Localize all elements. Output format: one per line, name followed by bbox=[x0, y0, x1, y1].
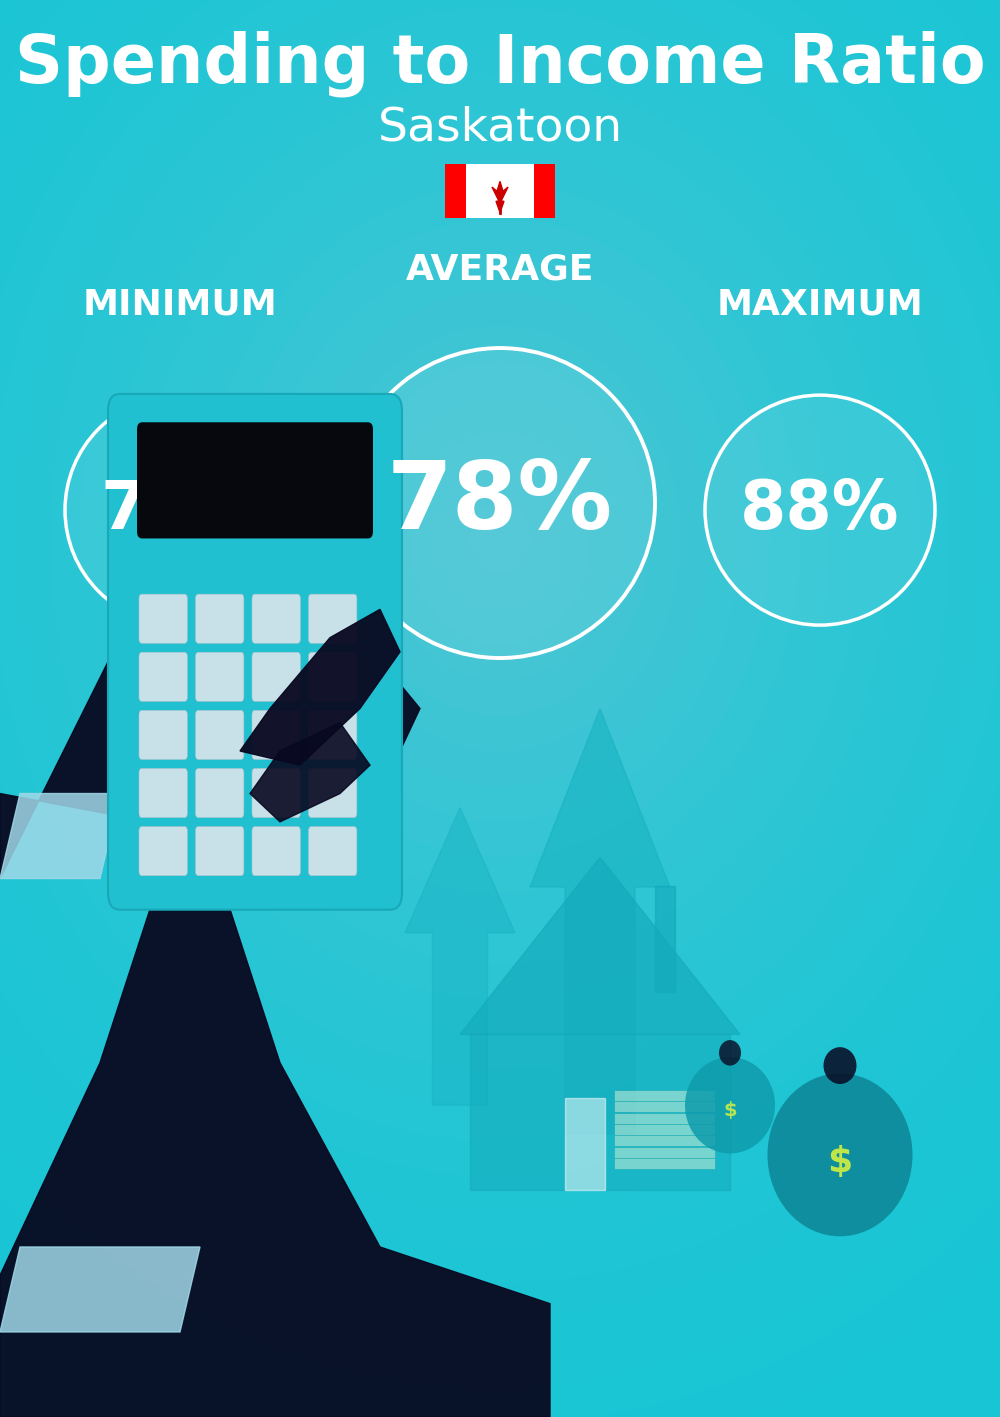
Polygon shape bbox=[655, 886, 675, 992]
Polygon shape bbox=[530, 708, 670, 1134]
FancyBboxPatch shape bbox=[139, 710, 187, 760]
Text: $: $ bbox=[723, 1101, 737, 1121]
FancyBboxPatch shape bbox=[308, 710, 357, 760]
FancyBboxPatch shape bbox=[137, 422, 373, 538]
FancyBboxPatch shape bbox=[445, 164, 466, 218]
Ellipse shape bbox=[719, 1040, 741, 1066]
FancyBboxPatch shape bbox=[308, 826, 357, 876]
Polygon shape bbox=[0, 794, 120, 879]
FancyBboxPatch shape bbox=[615, 1148, 715, 1158]
Text: Spending to Income Ratio: Spending to Income Ratio bbox=[15, 31, 985, 96]
FancyBboxPatch shape bbox=[615, 1159, 715, 1169]
Polygon shape bbox=[0, 595, 420, 879]
FancyBboxPatch shape bbox=[139, 652, 187, 701]
Polygon shape bbox=[0, 879, 550, 1417]
Text: MINIMUM: MINIMUM bbox=[83, 288, 277, 322]
Polygon shape bbox=[460, 857, 740, 1034]
FancyBboxPatch shape bbox=[615, 1114, 715, 1124]
Polygon shape bbox=[565, 1098, 605, 1190]
FancyBboxPatch shape bbox=[615, 1102, 715, 1112]
FancyBboxPatch shape bbox=[196, 652, 244, 701]
FancyBboxPatch shape bbox=[139, 826, 187, 876]
Text: MAXIMUM: MAXIMUM bbox=[717, 288, 923, 322]
Polygon shape bbox=[492, 181, 508, 213]
Polygon shape bbox=[0, 1247, 200, 1332]
FancyBboxPatch shape bbox=[308, 652, 357, 701]
FancyBboxPatch shape bbox=[615, 1091, 715, 1101]
FancyBboxPatch shape bbox=[196, 594, 244, 643]
Ellipse shape bbox=[685, 1057, 775, 1153]
Ellipse shape bbox=[345, 349, 655, 657]
Ellipse shape bbox=[824, 1047, 856, 1084]
Text: Saskatoon: Saskatoon bbox=[377, 105, 623, 150]
FancyBboxPatch shape bbox=[308, 768, 357, 818]
FancyBboxPatch shape bbox=[615, 1125, 715, 1135]
Ellipse shape bbox=[705, 395, 935, 625]
Polygon shape bbox=[405, 808, 515, 1105]
Text: 88%: 88% bbox=[740, 478, 900, 543]
FancyBboxPatch shape bbox=[308, 594, 357, 643]
Polygon shape bbox=[240, 609, 400, 765]
FancyBboxPatch shape bbox=[534, 164, 555, 218]
FancyBboxPatch shape bbox=[196, 826, 244, 876]
Text: AVERAGE: AVERAGE bbox=[406, 252, 594, 286]
FancyBboxPatch shape bbox=[252, 710, 300, 760]
Text: $: $ bbox=[827, 1145, 853, 1179]
Ellipse shape bbox=[768, 1074, 912, 1236]
FancyBboxPatch shape bbox=[445, 164, 555, 218]
Polygon shape bbox=[250, 723, 370, 822]
FancyBboxPatch shape bbox=[615, 1136, 715, 1146]
FancyBboxPatch shape bbox=[139, 768, 187, 818]
FancyBboxPatch shape bbox=[252, 594, 300, 643]
Text: 70%: 70% bbox=[100, 478, 260, 543]
FancyBboxPatch shape bbox=[252, 768, 300, 818]
FancyBboxPatch shape bbox=[252, 652, 300, 701]
FancyBboxPatch shape bbox=[108, 394, 402, 910]
Ellipse shape bbox=[65, 395, 295, 625]
FancyBboxPatch shape bbox=[139, 594, 187, 643]
FancyBboxPatch shape bbox=[252, 826, 300, 876]
FancyBboxPatch shape bbox=[196, 768, 244, 818]
Polygon shape bbox=[470, 1034, 730, 1190]
FancyBboxPatch shape bbox=[196, 710, 244, 760]
Text: 78%: 78% bbox=[387, 458, 613, 548]
